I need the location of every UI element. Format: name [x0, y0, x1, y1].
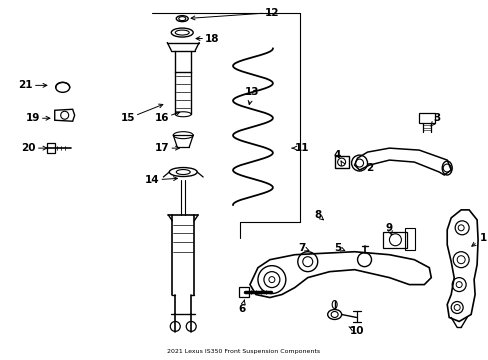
Text: 2021 Lexus IS350 Front Suspension Components: 2021 Lexus IS350 Front Suspension Compon…	[167, 349, 320, 354]
Bar	[383, 232, 407, 248]
Text: 19: 19	[25, 113, 40, 123]
Text: 4: 4	[333, 150, 341, 160]
Text: 1: 1	[478, 233, 486, 243]
Bar	[405, 228, 414, 250]
Text: 3: 3	[433, 113, 440, 123]
Text: 17: 17	[155, 143, 169, 153]
Text: 21: 21	[19, 80, 33, 90]
Text: 9: 9	[385, 223, 392, 233]
Text: 11: 11	[294, 143, 308, 153]
Text: 6: 6	[238, 305, 245, 315]
Text: 2: 2	[365, 163, 372, 173]
Text: 18: 18	[204, 33, 219, 44]
Text: 13: 13	[244, 87, 259, 97]
Bar	[334, 156, 348, 168]
Bar	[419, 113, 434, 123]
Text: 12: 12	[264, 8, 279, 18]
Text: 16: 16	[155, 113, 169, 123]
Text: 20: 20	[21, 143, 36, 153]
Text: 15: 15	[121, 113, 136, 123]
Text: 10: 10	[349, 327, 364, 336]
Text: 8: 8	[313, 210, 321, 220]
Text: 7: 7	[298, 243, 305, 253]
Bar	[47, 143, 55, 153]
Text: 14: 14	[145, 175, 160, 185]
Text: 5: 5	[333, 243, 341, 253]
Bar	[239, 287, 248, 297]
